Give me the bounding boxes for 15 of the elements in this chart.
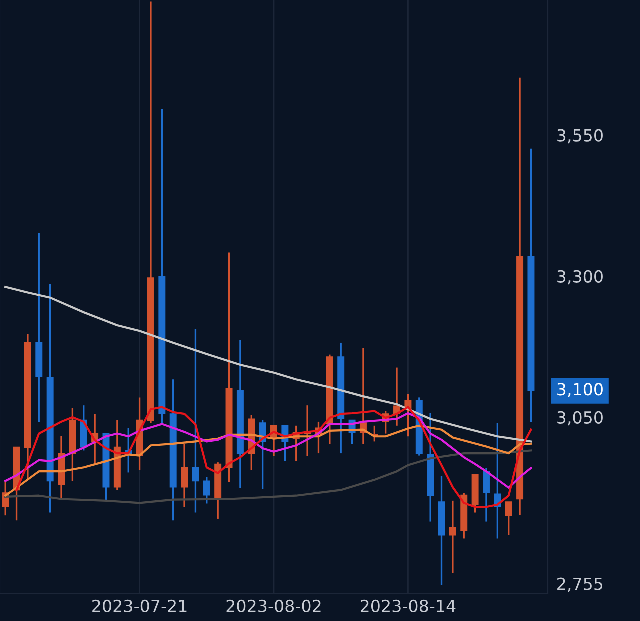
y-tick-label: 3,050 xyxy=(558,411,603,426)
y-tick-label: 3,550 xyxy=(558,129,603,144)
candlestick xyxy=(192,328,200,514)
y-tick-label: 2,755 xyxy=(558,578,603,592)
candlestick xyxy=(203,476,210,505)
x-tick-label: 2023-07-21 xyxy=(92,600,187,612)
candlestick xyxy=(181,444,188,508)
y-tick-label: 3,300 xyxy=(558,270,603,285)
candlestick xyxy=(505,501,512,536)
candlestick xyxy=(449,500,456,574)
candlestick xyxy=(482,467,490,523)
line-series xyxy=(4,286,532,443)
text: 3,100 xyxy=(558,383,603,398)
x-tick-label: 2023-08-14 xyxy=(360,600,456,612)
x-tick-label: 2023-08-02 xyxy=(226,600,321,612)
